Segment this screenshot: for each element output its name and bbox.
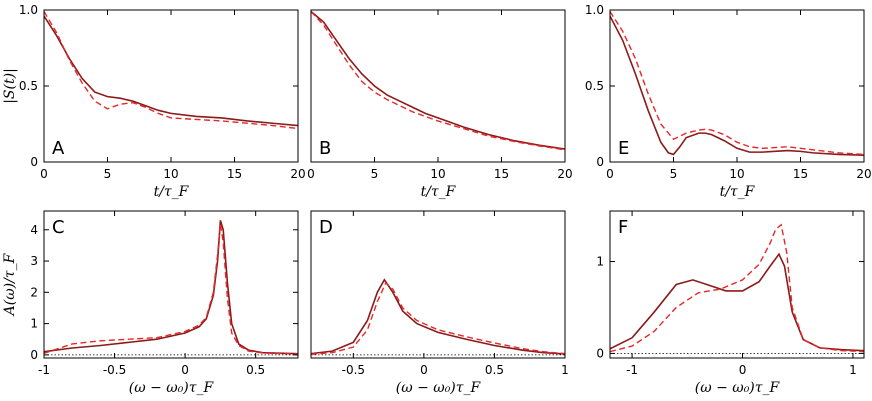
y-tick-label: 0 <box>596 346 604 360</box>
y-tick-label: 1 <box>30 317 38 331</box>
x-tick-label: 0 <box>40 167 48 181</box>
series-line-dashed <box>311 11 565 151</box>
x-tick-label: 20 <box>856 167 871 181</box>
x-tick-label: 1 <box>849 363 857 377</box>
x-tick-label: 10 <box>430 167 445 181</box>
x-tick-label: 0.5 <box>246 363 265 377</box>
series-line-solid <box>610 15 864 156</box>
x-tick-label: 0 <box>181 363 189 377</box>
panel-letter: C <box>52 217 65 238</box>
panel-e: 0 5 10 15 20 0 0.5 1.0 Et/τ_F <box>585 3 872 200</box>
panel-letter: A <box>52 138 65 159</box>
x-tick-label: 0 <box>307 167 315 181</box>
series-line-dashed <box>610 223 864 353</box>
x-axis-label: t/τ_F <box>421 184 457 200</box>
panel-a: 0 5 10 15 20 0 0.5 1.0 At/τ_F |S(t)| <box>2 3 306 200</box>
x-tick-label: 20 <box>557 167 572 181</box>
series-line-solid <box>311 278 565 355</box>
x-tick-label: 15 <box>227 167 242 181</box>
series-line-dashed <box>311 281 565 355</box>
panel-d: -0.5 0 0.5 1 D (ω − ω₀)τ_F <box>310 210 569 396</box>
y-tick-label: 3 <box>30 254 38 268</box>
series-line-solid <box>44 15 298 127</box>
x-tick-label: -0.5 <box>342 363 365 377</box>
x-tick-label: 20 <box>290 167 305 181</box>
axes-frame <box>43 9 299 163</box>
x-tick-label: 5 <box>371 167 379 181</box>
x-axis-label: (ω − ω₀)τ_F <box>129 380 215 396</box>
x-tick-label: -1 <box>626 363 638 377</box>
y-tick-label: 1.0 <box>585 3 604 17</box>
series-line-solid <box>44 220 298 355</box>
axes-frame <box>310 210 566 359</box>
x-tick-label: 0 <box>420 363 428 377</box>
x-tick-label: 0.5 <box>485 363 504 377</box>
x-tick-label: 0 <box>606 167 614 181</box>
x-tick-label: -1 <box>38 363 50 377</box>
y-tick-label: 2 <box>30 285 38 299</box>
panel-letter: E <box>618 138 629 159</box>
y-tick-label: 0 <box>30 348 38 362</box>
x-tick-label: -0.5 <box>103 363 126 377</box>
y-axis-label: A(ω)/τ_F <box>2 252 18 317</box>
x-tick-label: 1 <box>561 363 569 377</box>
x-tick-label: 5 <box>104 167 112 181</box>
y-tick-label: 1.0 <box>19 3 38 17</box>
x-tick-label: 5 <box>670 167 678 181</box>
x-tick-label: 10 <box>729 167 744 181</box>
panel-letter: D <box>319 217 333 238</box>
x-axis-label: t/τ_F <box>720 184 756 200</box>
y-tick-label: 0 <box>30 155 38 169</box>
y-tick-label: 0 <box>596 155 604 169</box>
x-tick-label: 0 <box>739 363 747 377</box>
x-axis-label: t/τ_F <box>154 184 190 200</box>
y-tick-label: 1 <box>596 255 604 269</box>
panel-c: -1 -0.5 0 0.5 0 1 2 3 4 C (ω − ω₀)τ_F A(ω)/τ_F <box>2 210 299 396</box>
series-line-dashed <box>44 11 298 130</box>
panel-letter: F <box>618 217 628 238</box>
y-tick-label: 0.5 <box>19 79 38 93</box>
x-axis-label: (ω − ω₀)τ_F <box>695 380 781 396</box>
y-axis-label: |S(t)| <box>2 68 18 104</box>
panel-b: 0 5 10 15 20 Bt/τ_F <box>307 9 573 200</box>
x-axis-label: (ω − ω₀)τ_F <box>396 380 482 396</box>
series-line-dashed <box>610 11 864 156</box>
series-line-solid <box>311 10 565 150</box>
y-tick-label: 0.5 <box>585 79 604 93</box>
series-line-dashed <box>44 223 298 355</box>
axes-frame <box>609 9 865 163</box>
axes-frame <box>310 9 566 163</box>
axes-frame <box>43 210 299 359</box>
x-tick-label: 15 <box>494 167 509 181</box>
axes-frame <box>609 210 865 359</box>
y-tick-label: 4 <box>30 223 38 237</box>
panel-f: -1 0 1 0 1 F (ω − ω₀)τ_F <box>596 210 865 396</box>
x-tick-label: 10 <box>163 167 178 181</box>
panel-letter: B <box>319 138 331 159</box>
x-tick-label: 15 <box>793 167 808 181</box>
